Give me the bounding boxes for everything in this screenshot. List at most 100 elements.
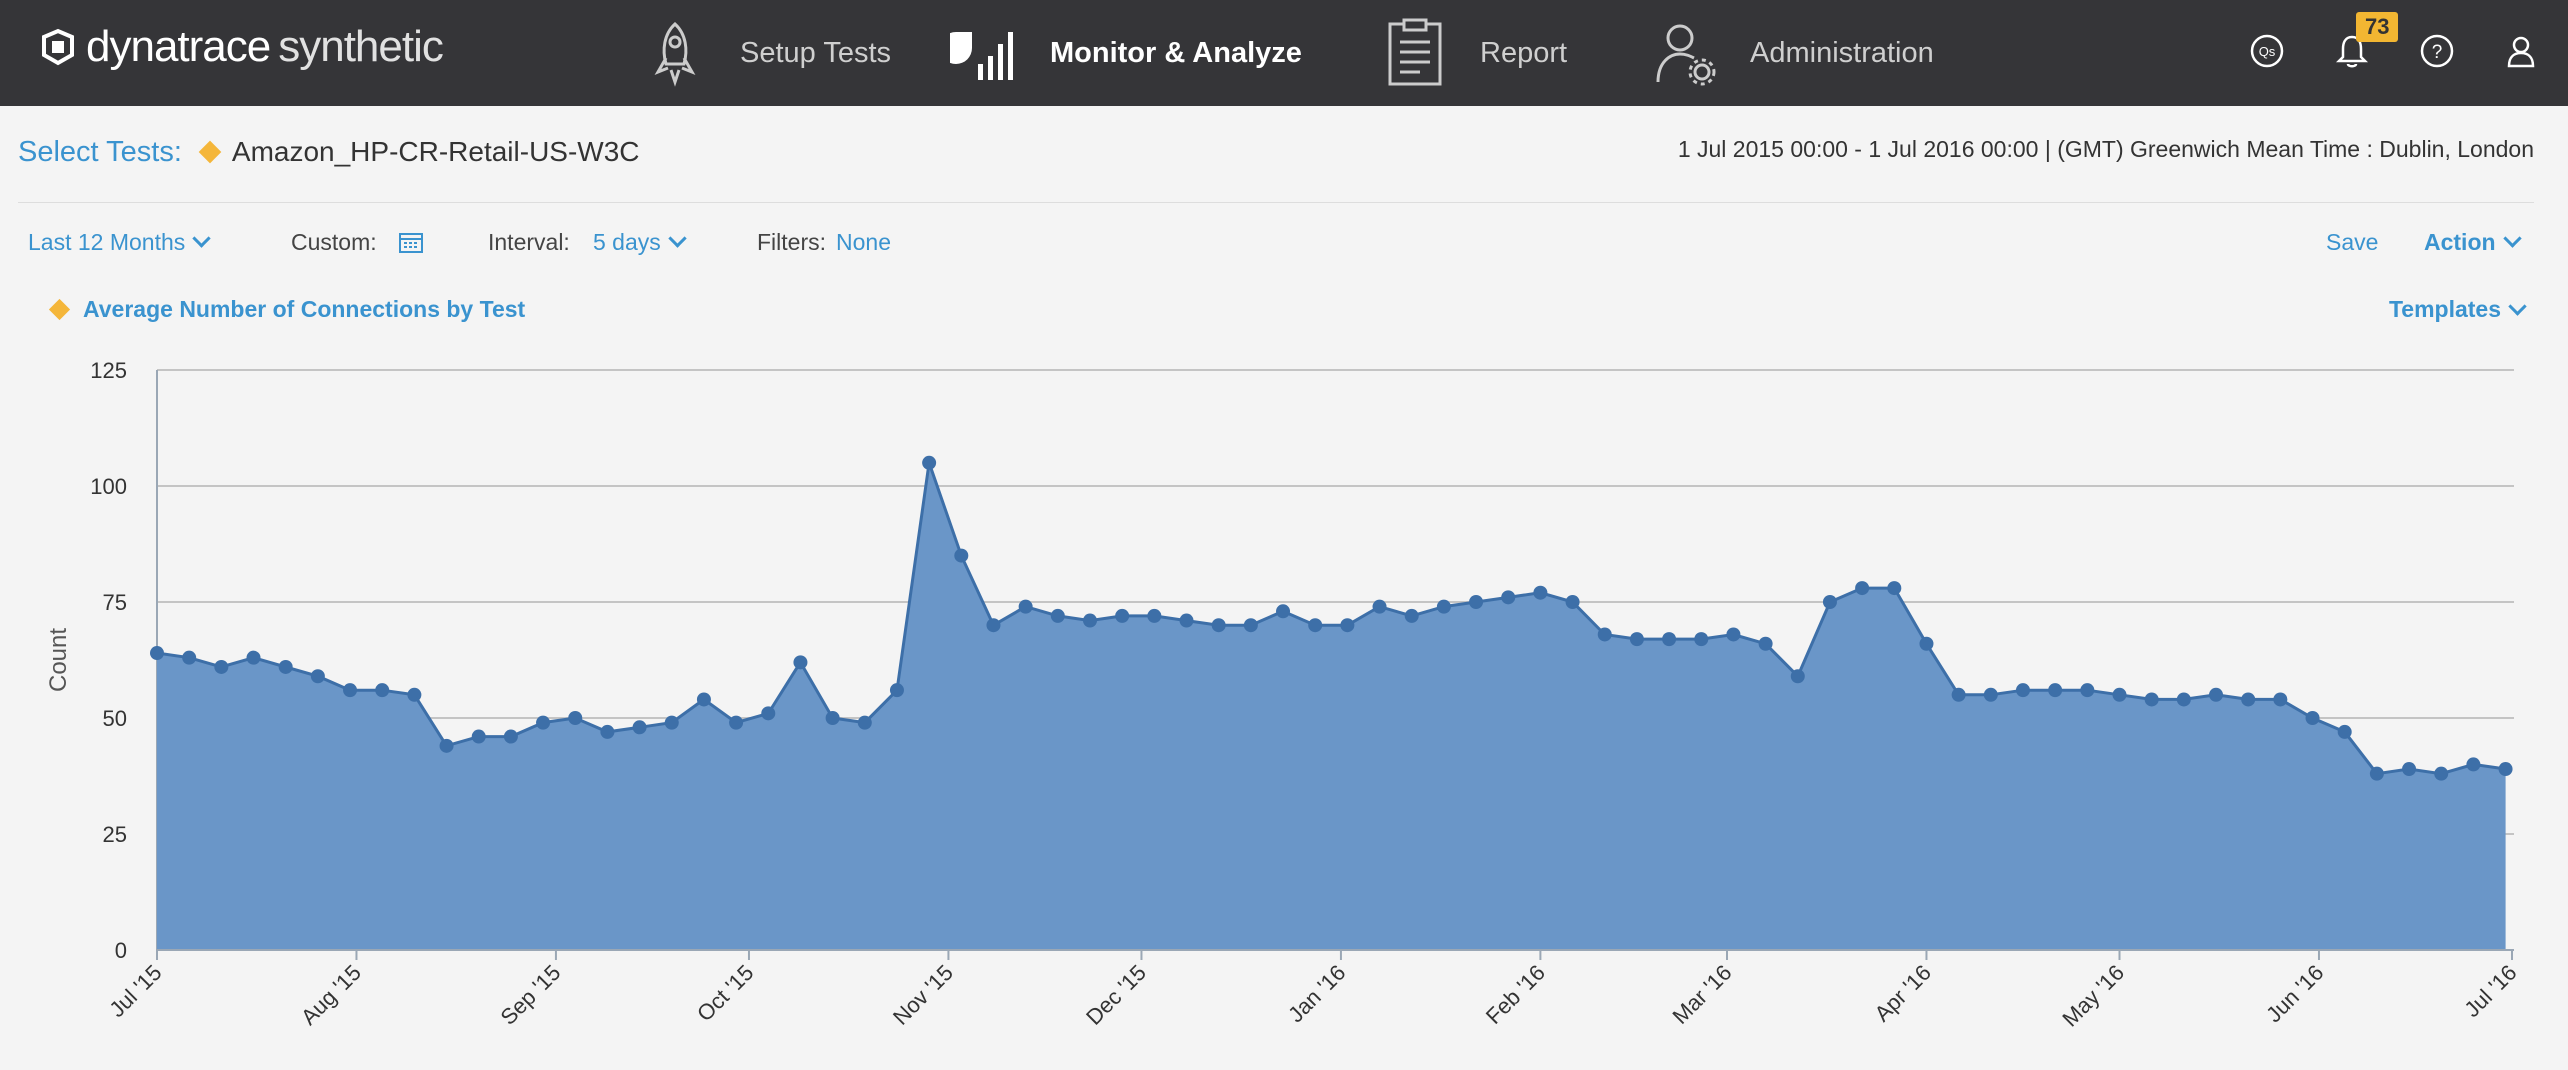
- data-point[interactable]: [857, 715, 872, 730]
- data-point[interactable]: [407, 687, 422, 702]
- data-point[interactable]: [1919, 636, 1934, 651]
- data-point[interactable]: [568, 711, 583, 725]
- data-point[interactable]: [1597, 627, 1612, 642]
- data-point[interactable]: [246, 650, 261, 665]
- data-point[interactable]: [2498, 762, 2513, 777]
- data-point[interactable]: [1050, 608, 1065, 623]
- x-tick-label: Apr '16: [1870, 960, 1936, 1026]
- data-point[interactable]: [1436, 599, 1451, 614]
- data-point[interactable]: [1758, 636, 1773, 651]
- y-tick-label: 50: [103, 706, 127, 731]
- data-point[interactable]: [2209, 687, 2224, 702]
- data-point[interactable]: [1629, 632, 1644, 647]
- nav-setup-tests[interactable]: Setup Tests: [640, 10, 891, 96]
- nav-monitor-label: Monitor & Analyze: [1050, 36, 1302, 69]
- dynatrace-logo[interactable]: dynatrace synthetic: [38, 22, 444, 72]
- data-point[interactable]: [1404, 608, 1419, 623]
- chart-icon: [950, 18, 1020, 88]
- data-point[interactable]: [1790, 669, 1805, 684]
- data-point[interactable]: [150, 646, 164, 661]
- data-point[interactable]: [1501, 590, 1516, 605]
- notification-count-badge: 73: [2356, 12, 2399, 42]
- data-point[interactable]: [2369, 766, 2384, 781]
- data-point[interactable]: [2241, 692, 2256, 707]
- data-point[interactable]: [1018, 599, 1033, 614]
- data-point[interactable]: [922, 455, 937, 470]
- data-point[interactable]: [2273, 692, 2288, 707]
- data-point[interactable]: [696, 692, 711, 707]
- data-point[interactable]: [1340, 618, 1355, 633]
- data-point[interactable]: [1372, 599, 1387, 614]
- data-point[interactable]: [1565, 595, 1580, 609]
- data-point[interactable]: [729, 715, 744, 730]
- data-point[interactable]: [2402, 762, 2417, 777]
- help-button[interactable]: ?: [2410, 24, 2464, 78]
- data-point[interactable]: [503, 729, 518, 744]
- data-point[interactable]: [2305, 711, 2320, 725]
- nav-monitor-analyze[interactable]: Monitor & Analyze: [950, 10, 1302, 96]
- data-point[interactable]: [600, 724, 615, 739]
- data-point[interactable]: [1694, 632, 1709, 647]
- data-point[interactable]: [375, 683, 390, 698]
- interval-dropdown[interactable]: 5 days: [593, 222, 687, 262]
- data-point[interactable]: [214, 659, 229, 674]
- data-point[interactable]: [1533, 585, 1548, 600]
- data-point[interactable]: [1115, 608, 1130, 623]
- data-point[interactable]: [1276, 604, 1291, 619]
- data-point[interactable]: [1147, 608, 1162, 623]
- action-dropdown[interactable]: Action: [2424, 222, 2522, 262]
- data-point[interactable]: [1243, 618, 1258, 633]
- data-point[interactable]: [278, 659, 293, 674]
- data-point[interactable]: [1469, 595, 1484, 609]
- data-point[interactable]: [2466, 757, 2481, 772]
- templates-dropdown[interactable]: Templates: [2389, 296, 2527, 323]
- data-point[interactable]: [2112, 687, 2127, 702]
- data-point[interactable]: [632, 720, 647, 735]
- data-point[interactable]: [536, 715, 551, 730]
- data-point[interactable]: [2337, 724, 2352, 739]
- filters-value-link[interactable]: None: [836, 228, 891, 255]
- data-point[interactable]: [1855, 581, 1870, 596]
- qs-label: Qs: [2259, 44, 2276, 59]
- data-point[interactable]: [2015, 683, 2030, 698]
- data-point[interactable]: [439, 738, 454, 753]
- data-point[interactable]: [1211, 618, 1226, 633]
- select-tests-link[interactable]: Select Tests:: [18, 135, 182, 168]
- data-point[interactable]: [2144, 692, 2159, 707]
- save-button[interactable]: Save: [2326, 228, 2379, 255]
- data-point[interactable]: [182, 650, 197, 665]
- data-point[interactable]: [761, 706, 776, 721]
- data-point[interactable]: [1887, 581, 1902, 596]
- data-point[interactable]: [1308, 618, 1323, 633]
- data-point[interactable]: [954, 548, 969, 563]
- dynatrace-logo-icon: [42, 28, 74, 66]
- data-point[interactable]: [310, 669, 325, 684]
- data-point[interactable]: [2176, 692, 2191, 707]
- data-point[interactable]: [664, 715, 679, 730]
- data-point[interactable]: [2080, 683, 2095, 698]
- data-point[interactable]: [2434, 766, 2449, 781]
- calendar-icon[interactable]: [398, 222, 424, 262]
- data-point[interactable]: [1983, 687, 1998, 702]
- data-point[interactable]: [343, 683, 358, 698]
- data-point[interactable]: [471, 729, 486, 744]
- data-point[interactable]: [1726, 627, 1741, 642]
- action-label: Action: [2424, 228, 2496, 255]
- data-point[interactable]: [1179, 613, 1194, 628]
- data-point[interactable]: [1662, 632, 1677, 647]
- data-point[interactable]: [1822, 595, 1837, 609]
- qs-button[interactable]: Qs: [2240, 24, 2294, 78]
- filters-label: Filters:: [757, 228, 826, 255]
- nav-report[interactable]: Report: [1380, 10, 1567, 96]
- data-point[interactable]: [793, 655, 808, 670]
- nav-administration[interactable]: Administration: [1650, 10, 1934, 96]
- data-point[interactable]: [889, 683, 904, 698]
- period-dropdown[interactable]: Last 12 Months: [28, 222, 211, 262]
- user-profile-button[interactable]: [2494, 24, 2548, 78]
- data-point[interactable]: [2048, 683, 2063, 698]
- data-point[interactable]: [825, 711, 840, 725]
- data-point[interactable]: [986, 618, 1001, 633]
- data-point[interactable]: [1951, 687, 1966, 702]
- data-point[interactable]: [1082, 613, 1097, 628]
- y-axis-ticks: 0 25 50 75 100 125: [90, 358, 127, 963]
